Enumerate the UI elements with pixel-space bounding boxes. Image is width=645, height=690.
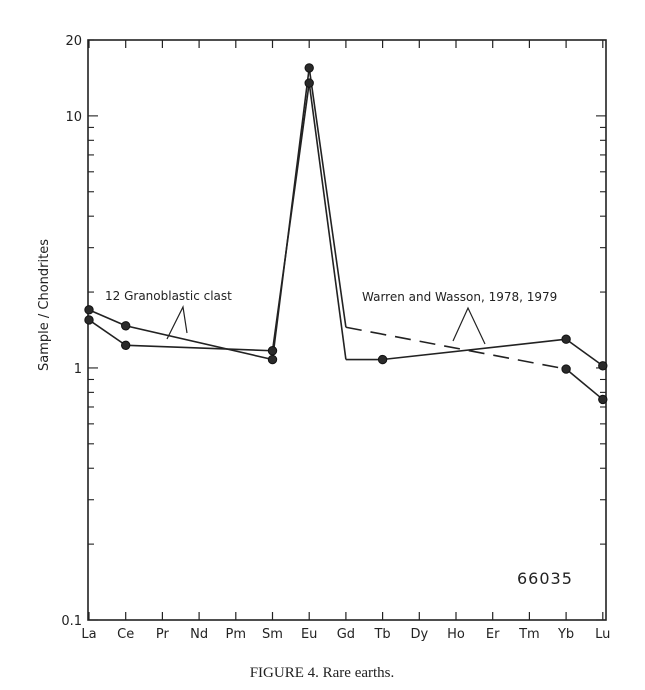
series-0-segment (308, 82, 347, 360)
series-1-marker-Sm (267, 354, 278, 365)
x-tick-label-Eu: Eu (301, 627, 317, 642)
x-tick-labels: La Ce Pr Nd Pm Sm Eu Gd Tb Dy Ho Er Tm Yb Lu (81, 627, 610, 642)
sample-id: 66035 (517, 569, 573, 588)
series-1-segment (308, 67, 347, 328)
series-1-segment (88, 309, 127, 327)
series-1-marker-Lu (598, 394, 608, 405)
x-tick-label-Lu: Lu (595, 627, 610, 642)
y-tick-label: 20 (65, 34, 82, 49)
figure-caption: FIGURE 4. Rare earths. (250, 665, 395, 681)
annotation-granoblastic: 12 Granoblastic clast (105, 289, 232, 303)
x-tick-label-Pm: Pm (226, 627, 247, 642)
series-0-segment (565, 338, 604, 367)
y-axis-label: Sample / Chondrites (37, 239, 52, 371)
series-1-marker-La (84, 305, 94, 315)
x-tick-label-Tb: Tb (373, 627, 390, 642)
x-tick-label-Tm: Tm (518, 627, 540, 642)
y-tick-label: 0.1 (61, 614, 82, 629)
x-tick-label-Er: Er (486, 627, 500, 642)
series-1-marker-Eu (304, 63, 314, 73)
x-tick-label-Gd: Gd (337, 627, 355, 642)
x-tick-label-Sm: Sm (262, 627, 283, 642)
series-0-segment (125, 344, 273, 352)
x-tick-label-Dy: Dy (410, 627, 428, 642)
x-tick-label-Ce: Ce (117, 627, 134, 642)
x-tick-label-Nd: Nd (190, 627, 208, 642)
series-0-marker-Tb (377, 354, 388, 365)
series-1-segment (345, 326, 567, 370)
series-1-marker-Yb (561, 364, 571, 374)
annotation-warren-wasson-arrows (452, 306, 486, 345)
series-lines (88, 67, 604, 401)
x-tick-label-Yb: Yb (557, 627, 574, 642)
x-tick-label-La: La (81, 627, 96, 642)
series-1-segment (125, 324, 273, 361)
y-tick-labels: 0.1 1 10 20 (61, 34, 82, 629)
series-0-marker-La (84, 315, 94, 325)
series-1-marker-Ce (121, 321, 131, 331)
series-0-marker-Sm (267, 346, 278, 356)
annotation-warren-wasson: Warren and Wasson, 1978, 1979 (362, 290, 557, 304)
series-0-marker-Yb (561, 334, 571, 344)
x-tick-label-Ho: Ho (447, 627, 465, 642)
series-0-marker-Ce (121, 340, 131, 350)
series-0-marker-Eu (304, 78, 314, 88)
series-0-marker-Lu (598, 361, 608, 371)
series-1-segment (271, 67, 310, 360)
annotation-granoblastic-arrows (166, 305, 188, 340)
series-1-segment (565, 368, 604, 401)
series-0-segment (382, 338, 567, 361)
y-tick-label: 10 (65, 110, 82, 125)
axis-ticks (88, 39, 606, 621)
plot-frame (87, 39, 607, 621)
y-tick-label: 1 (74, 362, 82, 377)
series-0-segment (88, 319, 127, 346)
series-markers (84, 63, 608, 405)
x-tick-label-Pr: Pr (156, 627, 170, 642)
